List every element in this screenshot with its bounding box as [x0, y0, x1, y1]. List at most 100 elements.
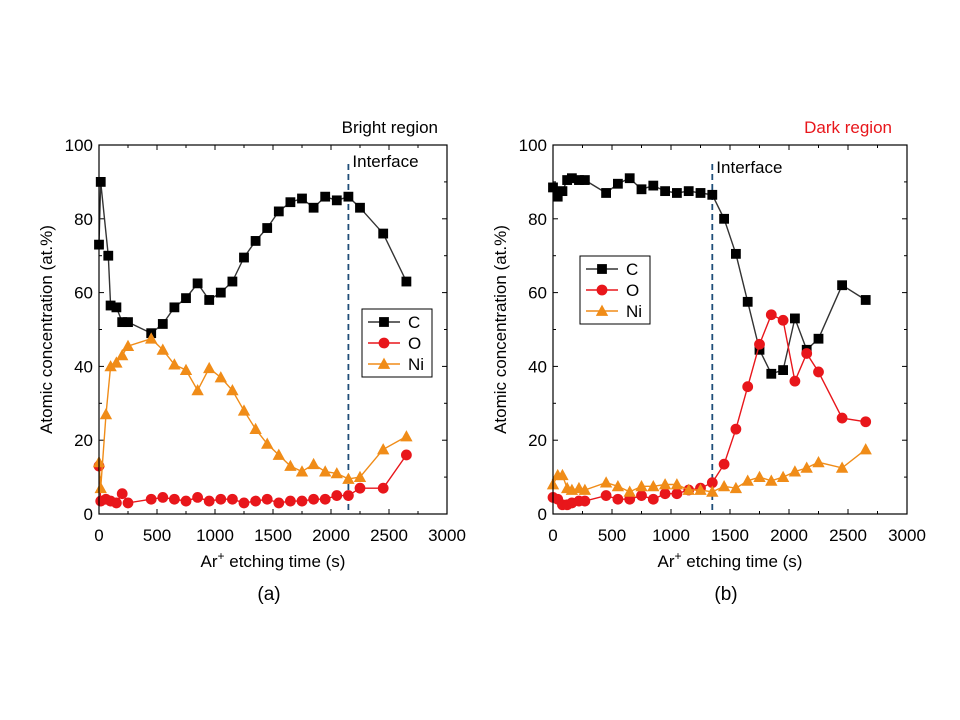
data-point-c — [766, 368, 777, 379]
legend-marker-o — [378, 337, 390, 349]
interface-label: Interface — [352, 152, 418, 171]
chart-panel-b: 0 500 1000 1500 2000 2500 3000 0 20 40 60 80 100 Inte… — [491, 118, 926, 605]
series-c — [548, 173, 871, 379]
data-point-c — [707, 189, 718, 200]
series-line-ni — [98, 337, 407, 489]
data-point-ni — [647, 479, 660, 492]
data-point-ni — [121, 339, 135, 352]
data-point-o — [116, 488, 128, 500]
data-point-c — [613, 178, 623, 189]
data-point-ni — [812, 456, 825, 468]
y-tick-label: 0 — [84, 505, 93, 524]
y-axis: 0 20 40 60 80 100 — [519, 136, 907, 524]
data-point-ni — [623, 485, 636, 497]
data-point-o — [261, 493, 273, 505]
data-point-ni — [658, 478, 672, 490]
data-point-ni — [765, 474, 778, 486]
data-point-o — [836, 412, 848, 424]
data-point-c — [648, 180, 659, 191]
y-tick-label: 20 — [528, 431, 547, 450]
region-title: Bright region — [342, 118, 438, 137]
data-point-o — [659, 488, 671, 500]
data-point-ni — [635, 479, 648, 492]
data-point-o — [777, 314, 789, 326]
data-point-o — [319, 493, 331, 505]
data-point-ni — [307, 457, 320, 470]
data-point-o — [718, 458, 730, 470]
data-point-c — [320, 191, 331, 202]
data-point-o — [238, 497, 250, 509]
panel-label: (a) — [257, 584, 280, 605]
data-point-ni — [800, 461, 813, 473]
data-point-ni — [261, 437, 274, 449]
data-point-o — [157, 491, 169, 503]
x-tick-label: 1000 — [196, 526, 234, 545]
x-tick-label: 2000 — [770, 526, 808, 545]
x-axis-label: Ar+ etching time (s) — [201, 549, 346, 571]
x-tick-label: 1000 — [652, 526, 690, 545]
data-point-c — [204, 295, 215, 305]
data-point-o — [215, 493, 227, 505]
data-point-c — [601, 188, 611, 198]
panel-label: (b) — [714, 584, 737, 605]
interface-label: Interface — [716, 158, 782, 177]
x-tick-label: 500 — [143, 526, 171, 545]
y-tick-label: 20 — [74, 431, 93, 450]
data-point-ni — [706, 485, 719, 497]
y-tick-label: 80 — [528, 210, 547, 229]
data-point-c — [285, 197, 296, 208]
data-point-c — [579, 175, 590, 185]
data-point-ni — [776, 470, 790, 483]
data-point-c — [660, 186, 670, 197]
legend-marker-ni — [595, 304, 609, 316]
y-tick-label: 0 — [538, 505, 547, 524]
legend-label-c: C — [626, 260, 638, 279]
data-point-c — [181, 293, 191, 304]
legend-label-o: O — [408, 334, 421, 353]
y-tick-label: 100 — [65, 136, 93, 155]
data-point-ni — [272, 448, 285, 460]
region-title: Dark region — [804, 118, 892, 137]
data-point-c — [331, 195, 342, 206]
data-point-o — [400, 449, 412, 461]
data-point-ni — [353, 470, 367, 483]
data-point-c — [695, 188, 706, 198]
x-tick-label: 0 — [548, 526, 557, 545]
data-point-o — [754, 338, 765, 350]
data-point-o — [354, 482, 366, 494]
data-point-c — [169, 302, 180, 313]
data-point-o — [742, 381, 754, 393]
data-point-c — [719, 213, 729, 224]
data-point-ni — [717, 479, 731, 492]
data-point-c — [378, 228, 389, 239]
data-point-ni — [168, 358, 181, 370]
data-point-o — [671, 488, 683, 500]
data-point-ni — [203, 361, 216, 374]
data-point-o — [813, 366, 824, 378]
data-point-ni — [729, 481, 743, 494]
data-point-c — [297, 193, 307, 204]
data-point-ni — [599, 476, 613, 488]
legend-marker-o — [596, 284, 608, 296]
data-point-o — [730, 423, 742, 435]
data-point-ni — [377, 443, 390, 455]
data-point-ni — [835, 461, 849, 473]
data-point-ni — [682, 483, 695, 495]
plot-frame — [98, 144, 448, 515]
x-tick-label: 500 — [598, 526, 626, 545]
data-point-o — [250, 495, 262, 507]
y-axis-label: Atomic concentration (at.%) — [37, 225, 56, 434]
data-point-c — [837, 280, 847, 291]
data-point-o — [111, 497, 122, 509]
data-point-ni — [94, 481, 107, 494]
legend-label-o: O — [626, 281, 639, 300]
data-point-o — [145, 493, 157, 505]
series-ni — [546, 443, 872, 497]
data-point-o — [284, 495, 296, 507]
data-point-c — [95, 176, 106, 187]
data-point-ni — [214, 371, 227, 383]
x-axis: 0 500 1000 1500 2000 2500 3000 — [94, 145, 466, 545]
data-point-c — [250, 236, 261, 246]
data-point-o — [203, 495, 215, 507]
data-point-c — [401, 276, 412, 287]
